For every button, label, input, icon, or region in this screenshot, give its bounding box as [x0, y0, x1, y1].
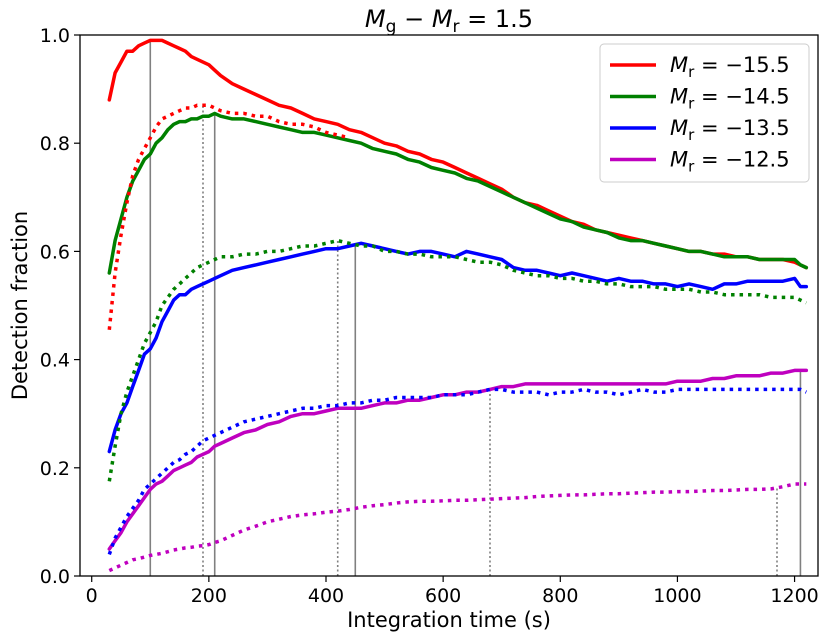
legend-entry: Mr = −12.5 [670, 148, 790, 176]
series-line-1-solid [107, 111, 809, 275]
legend-entry: Mr = −14.5 [670, 85, 790, 113]
x-tick-label: 800 [542, 585, 578, 607]
x-tick-label: 0 [86, 585, 98, 607]
x-axis-ticks: 0 200 400 600 800 1000 1200 [86, 576, 819, 607]
chart-title: Mg − Mr = 1.5 [365, 5, 533, 37]
y-tick-label: 0.4 [40, 350, 70, 372]
series-line-4-dotted [107, 103, 350, 330]
y-tick-label: 0.2 [40, 458, 70, 480]
y-tick-label: 0.8 [40, 133, 70, 155]
x-tick-label: 400 [308, 585, 344, 607]
legend-box [599, 43, 810, 183]
series-line-3-solid [107, 368, 809, 551]
y-axis-label: Detection fraction [8, 211, 32, 400]
legend: Mr = −15.5 Mr = −14.5 Mr = −13.5 Mr = −12.5 [599, 43, 810, 183]
series-lines [107, 38, 809, 573]
y-tick-label: 1.0 [40, 25, 70, 47]
title-text: Mg − Mr = 1.5 [365, 5, 533, 37]
plot-area-frame [79, 34, 819, 577]
y-axis-ticks: 0.0 0.2 0.4 0.6 0.8 1.0 [40, 25, 80, 588]
y-tick-label: 0.0 [40, 566, 70, 588]
series-line-2-solid [107, 241, 809, 454]
series-line-5-dotted [107, 238, 808, 482]
series-line-7-dotted [108, 482, 807, 573]
x-axis-label: Integration time (s) [347, 608, 551, 632]
series-line-6-dotted [107, 387, 808, 555]
legend-entry: Mr = −13.5 [670, 116, 790, 144]
x-tick-label: 200 [191, 585, 227, 607]
x-tick-label: 1200 [770, 585, 818, 607]
y-tick-label: 0.6 [40, 241, 70, 263]
legend-entry: Mr = −15.5 [670, 53, 790, 81]
x-tick-label: 600 [425, 585, 461, 607]
x-tick-label: 1000 [653, 585, 701, 607]
